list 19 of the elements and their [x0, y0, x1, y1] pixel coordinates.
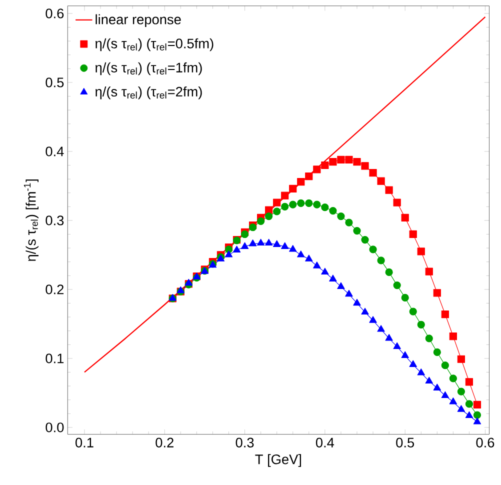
x-tick-label: 0.5: [396, 438, 414, 448]
y-axis-title: η/(s τ$_{rel}$) [fm$^{-1}$]: [24, 179, 38, 261]
x-tick-label: 0.2: [156, 438, 174, 448]
legend-label: linear reponse: [96, 14, 181, 27]
y-tick-label: 0.1: [46, 353, 64, 364]
y-tick-label: 0.6: [46, 8, 64, 18]
legend-label: η/(s τ$_{rel}$) (τ$_{rel}$=2fm): [95, 86, 202, 100]
y-tick-label: 0.3: [46, 215, 64, 226]
y-tick-label: 0.4: [46, 146, 64, 156]
legend-label: η/(s τ$_{rel}$) (τ$_{rel}$=0.5fm): [95, 38, 214, 51]
x-tick-label: 0.6: [476, 438, 494, 448]
x-tick-label: 0.3: [236, 438, 254, 448]
x-tick-label: 0.1: [76, 438, 94, 448]
legend-label: η/(s τ$_{rel}$) (τ$_{rel}$=1fm): [95, 62, 202, 75]
x-tick-label: 0.4: [316, 438, 334, 448]
x-axis-title: T [GeV]: [255, 454, 302, 467]
y-tick-label: 0.5: [46, 77, 64, 88]
y-tick-label: 0.2: [46, 284, 64, 294]
y-tick-label: 0.0: [46, 422, 64, 432]
